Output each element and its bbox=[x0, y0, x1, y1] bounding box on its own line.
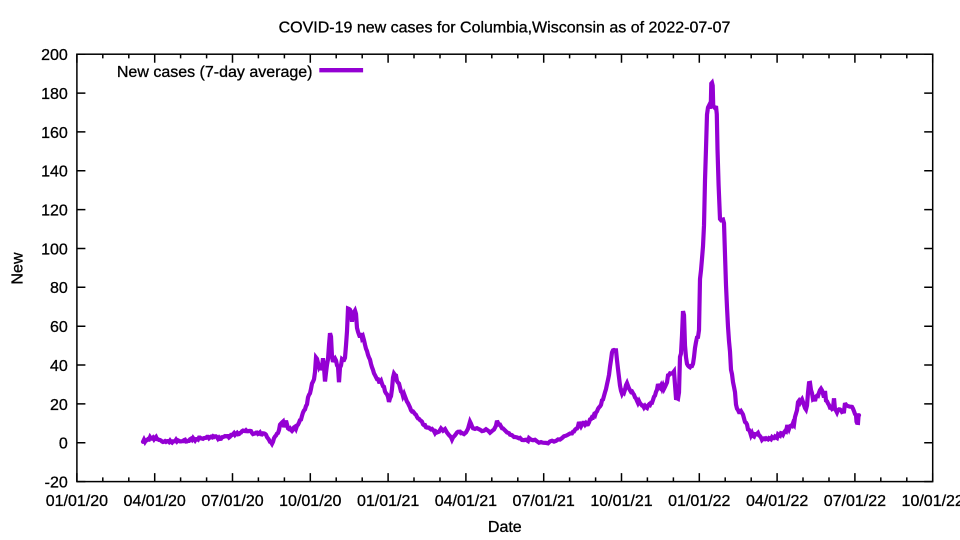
svg-text:10/01/21: 10/01/21 bbox=[590, 493, 652, 510]
svg-text:-20: -20 bbox=[45, 475, 68, 492]
svg-text:07/01/22: 07/01/22 bbox=[824, 493, 886, 510]
svg-text:01/01/21: 01/01/21 bbox=[357, 493, 419, 510]
svg-text:10/01/20: 10/01/20 bbox=[279, 493, 341, 510]
svg-text:20: 20 bbox=[50, 397, 68, 414]
svg-text:07/01/21: 07/01/21 bbox=[513, 493, 575, 510]
svg-text:120: 120 bbox=[41, 203, 68, 220]
svg-text:80: 80 bbox=[50, 280, 68, 297]
svg-text:04/01/22: 04/01/22 bbox=[746, 493, 808, 510]
svg-text:04/01/20: 04/01/20 bbox=[124, 493, 186, 510]
svg-text:10/01/22: 10/01/22 bbox=[902, 493, 960, 510]
svg-text:0: 0 bbox=[59, 436, 68, 453]
svg-text:01/01/22: 01/01/22 bbox=[668, 493, 730, 510]
svg-text:04/01/21: 04/01/21 bbox=[435, 493, 497, 510]
svg-text:160: 160 bbox=[41, 125, 68, 142]
svg-text:01/01/20: 01/01/20 bbox=[46, 493, 108, 510]
svg-text:Date: Date bbox=[488, 519, 522, 536]
svg-text:100: 100 bbox=[41, 241, 68, 258]
svg-text:40: 40 bbox=[50, 358, 68, 375]
svg-text:60: 60 bbox=[50, 319, 68, 336]
svg-text:New cases (7-day average): New cases (7-day average) bbox=[117, 64, 313, 81]
svg-text:07/01/20: 07/01/20 bbox=[201, 493, 263, 510]
svg-text:180: 180 bbox=[41, 86, 68, 103]
svg-text:140: 140 bbox=[41, 164, 68, 181]
svg-text:200: 200 bbox=[41, 47, 68, 64]
svg-text:New: New bbox=[10, 252, 27, 284]
svg-text:COVID-19 new cases for Columbi: COVID-19 new cases for Columbia,Wisconsi… bbox=[279, 19, 731, 36]
